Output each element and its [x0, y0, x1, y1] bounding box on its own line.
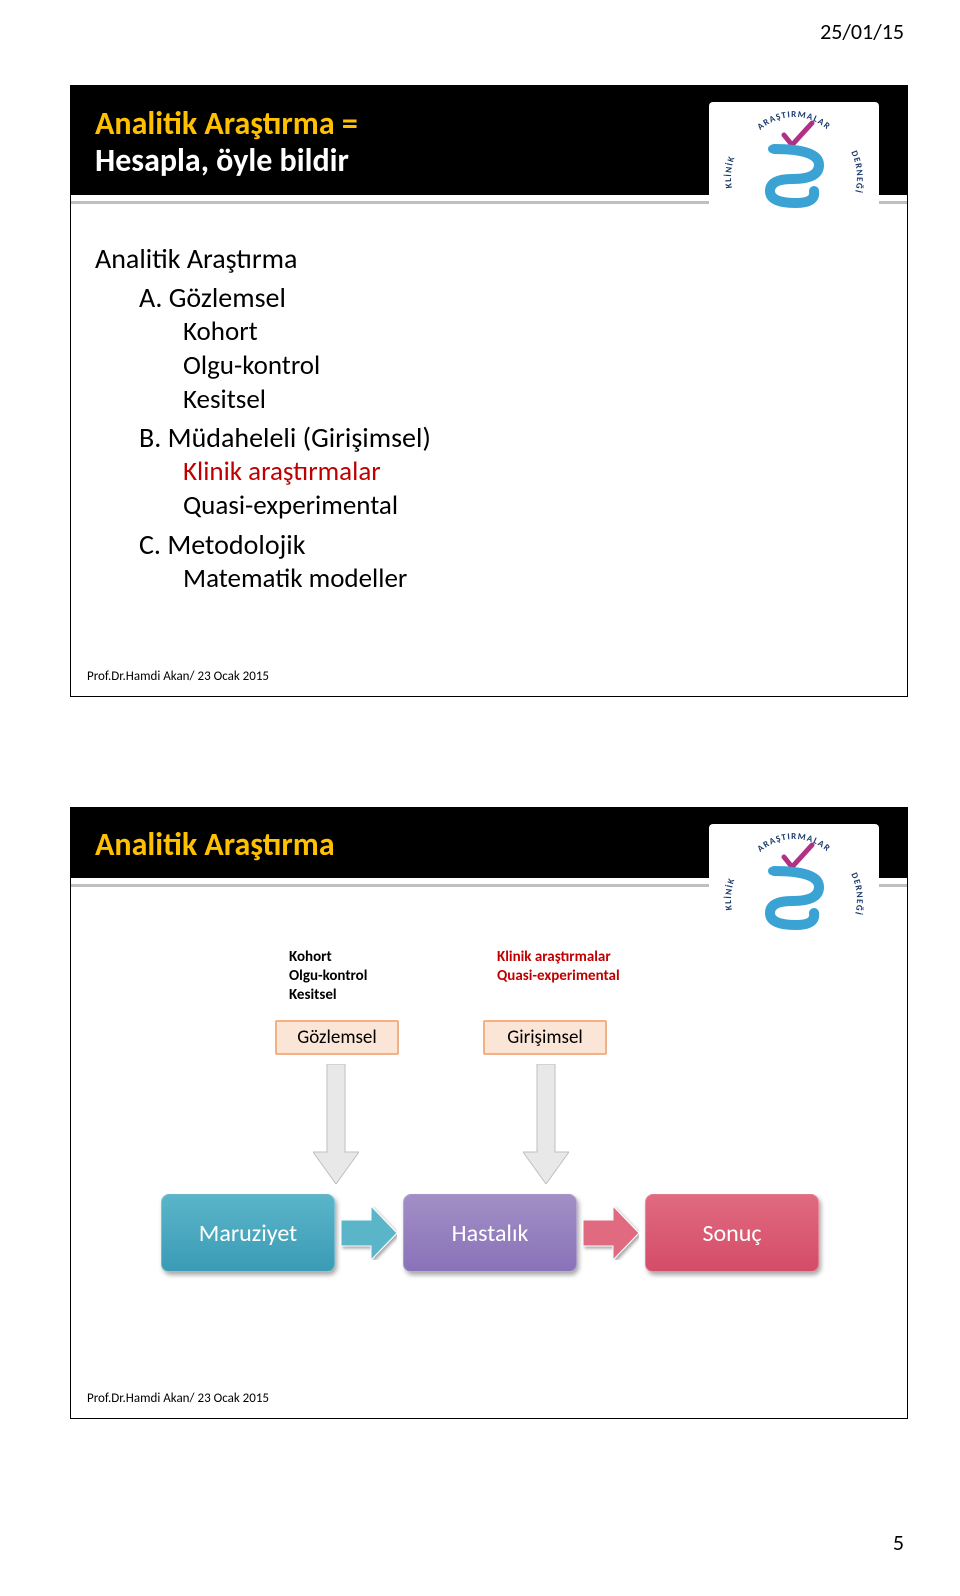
section-c-label: C. Metodolojik — [139, 527, 883, 562]
left-column-labels: Kohort Olgu-kontrol Kesitsel — [289, 948, 367, 1004]
slide-1-footer: Prof.Dr.Hamdi Akan/ 23 Ocak 2015 — [87, 669, 269, 684]
list-item: Quasi-experimental — [497, 967, 620, 986]
list-item: Kesitsel — [289, 986, 367, 1005]
section-a-item: Kesitsel — [183, 383, 883, 417]
slide-1-body: Analitik Araştırma A. Gözlemsel Kohort O… — [71, 201, 907, 696]
section-a-item: Olgu-kontrol — [183, 349, 883, 383]
down-arrow-icon — [523, 1064, 569, 1189]
box-gozlemsel: Gözlemsel — [275, 1020, 399, 1055]
flow-node-hastalik: Hastalık — [403, 1194, 577, 1272]
list-item: Klinik araştırmalar — [497, 948, 620, 967]
svg-text:ARAŞTIRMALAR: ARAŞTIRMALAR — [755, 109, 833, 132]
slide-1-outline: Analitik Araştırma A. Gözlemsel Kohort O… — [95, 241, 883, 596]
page-number: 5 — [70, 1529, 908, 1556]
logo-text-top: ARAŞTIRMALAR — [755, 109, 833, 132]
tick-icon — [784, 123, 812, 145]
right-column-labels: Klinik araştırmalar Quasi-experimental — [497, 948, 620, 986]
svg-text:KLİNİK: KLİNİK — [722, 154, 738, 189]
slide-2-body: Kohort Olgu-kontrol Kesitsel Klinik araş… — [71, 884, 907, 1418]
down-arrow-icon — [313, 1064, 359, 1189]
section-a-label: A. Gözlemsel — [139, 280, 883, 315]
right-arrow-icon — [583, 1206, 639, 1265]
slide-2-footer: Prof.Dr.Hamdi Akan/ 23 Ocak 2015 — [87, 1391, 269, 1406]
list-item: Kohort — [289, 948, 367, 967]
section-c-item: Matematik modeller — [183, 562, 883, 596]
flow-node-sonuc: Sonuç — [645, 1194, 819, 1272]
page: 25/01/15 Analitik Araştırma = Hesapla, ö… — [0, 0, 960, 1596]
right-arrow-icon — [341, 1206, 397, 1265]
slide-1: Analitik Araştırma = Hesapla, öyle bildi… — [70, 85, 908, 697]
box-girisimsel: Girişimsel — [483, 1020, 607, 1055]
slide-2: Analitik Araştırma ARAŞTIRMALAR KLİNİK D… — [70, 807, 908, 1419]
section-b-item: Quasi-experimental — [183, 489, 883, 523]
svg-text:DERNEĞİ: DERNEĞİ — [848, 149, 865, 195]
flow-node-maruziyet: Maruziyet — [161, 1194, 335, 1272]
logo-text-left: KLİNİK — [722, 154, 738, 189]
outline-heading: Analitik Araştırma — [95, 241, 883, 276]
diagram: Kohort Olgu-kontrol Kesitsel Klinik araş… — [95, 944, 883, 1404]
list-item: Olgu-kontrol — [289, 967, 367, 986]
coil-icon — [768, 145, 819, 203]
svg-text:ARAŞTIRMALAR: ARAŞTIRMALAR — [755, 831, 833, 854]
section-a-item: Kohort — [183, 315, 883, 349]
page-date: 25/01/15 — [70, 18, 908, 45]
logo-text-right: DERNEĞİ — [848, 149, 865, 195]
section-b-label: B. Müdaheleli (Girişimsel) — [139, 420, 883, 455]
section-b-item: Klinik araştırmalar — [183, 455, 883, 489]
